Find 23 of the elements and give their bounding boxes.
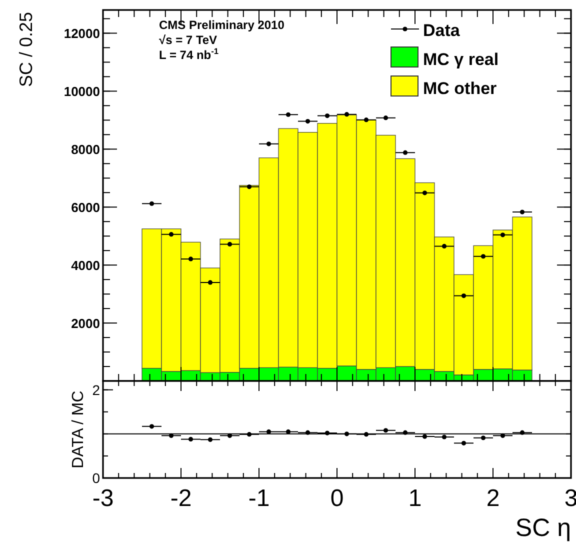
y-tick-label: 8000 bbox=[71, 142, 100, 158]
y-axis-title: DATA / MC bbox=[70, 390, 87, 468]
x-tick-label: -1 bbox=[248, 485, 270, 512]
x-tick-label: -2 bbox=[170, 485, 192, 512]
annotation: CMS Preliminary 2010 bbox=[159, 18, 285, 32]
legend-label: Data bbox=[423, 21, 460, 40]
x-tick-label: 0 bbox=[330, 485, 344, 512]
y-tick-label: 12000 bbox=[64, 26, 100, 42]
annotation: √s = 7 TeV bbox=[159, 33, 218, 47]
x-tick-label: -3 bbox=[92, 485, 114, 512]
x-tick-label: 1 bbox=[408, 485, 422, 512]
y-tick-label: 6000 bbox=[71, 200, 100, 216]
x-axis-title: SC η bbox=[515, 514, 571, 542]
y-tick-label: 4000 bbox=[71, 258, 100, 274]
x-tick-label: 2 bbox=[486, 485, 500, 512]
y-tick-label: 0 bbox=[92, 470, 100, 486]
y-axis-title: SC / 0.25 bbox=[16, 12, 36, 88]
legend-label: MC γ real bbox=[423, 50, 499, 69]
y-tick-label: 2 bbox=[92, 382, 100, 398]
legend-label: MC other bbox=[423, 79, 498, 98]
y-tick-label: 2000 bbox=[71, 316, 100, 332]
annotation: L = 74 nb$^{-1}$ bbox=[159, 46, 219, 62]
y-tick-label: 10000 bbox=[64, 84, 100, 100]
